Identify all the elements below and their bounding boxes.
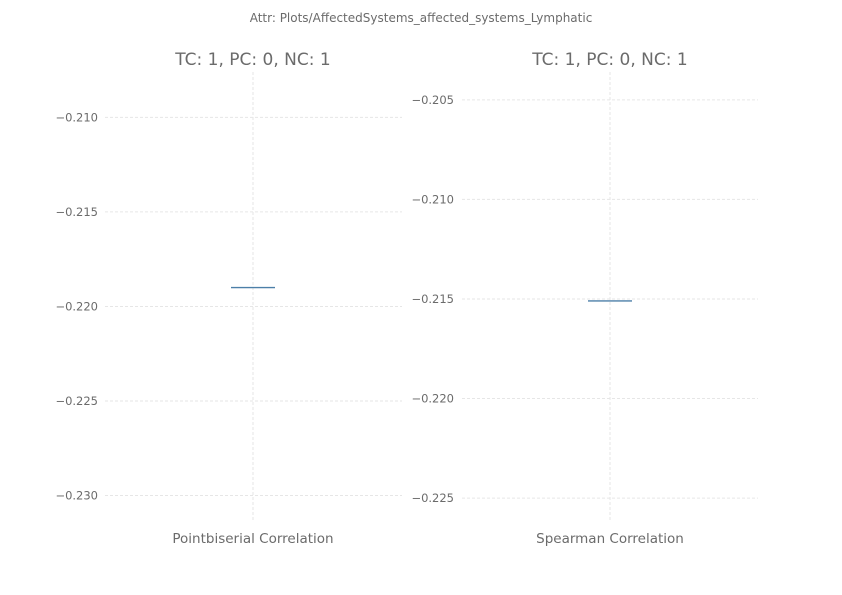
y-tick-label: −0.220	[55, 299, 98, 313]
y-tick-labels: −0.205 −0.210 −0.215 −0.220 −0.225	[411, 93, 454, 505]
y-tick-label: −0.230	[55, 489, 98, 503]
y-tick-label: −0.210	[55, 110, 98, 124]
y-tick-label: −0.215	[55, 205, 98, 219]
gridlines	[462, 72, 758, 522]
y-tick-label: −0.210	[411, 192, 454, 206]
gridlines	[105, 72, 402, 522]
y-tick-labels: −0.210 −0.215 −0.220 −0.225 −0.230	[55, 110, 98, 502]
y-tick-label: −0.220	[411, 392, 454, 406]
panel-spearman: TC: 1, PC: 0, NC: 1 Spearman Correlation…	[411, 50, 758, 547]
y-tick-label: −0.205	[411, 93, 454, 107]
panel-pointbiserial: TC: 1, PC: 0, NC: 1 Pointbiserial Correl…	[55, 50, 402, 547]
figure-suptitle: Attr: Plots/AffectedSystems_affected_sys…	[250, 11, 593, 25]
y-tick-label: −0.225	[55, 394, 98, 408]
panel-title: TC: 1, PC: 0, NC: 1	[531, 50, 687, 70]
y-tick-label: −0.215	[411, 292, 454, 306]
y-tick-label: −0.225	[411, 491, 454, 505]
x-axis-label: Spearman Correlation	[536, 531, 684, 547]
x-axis-label: Pointbiserial Correlation	[172, 531, 333, 547]
panel-title: TC: 1, PC: 0, NC: 1	[174, 50, 330, 70]
